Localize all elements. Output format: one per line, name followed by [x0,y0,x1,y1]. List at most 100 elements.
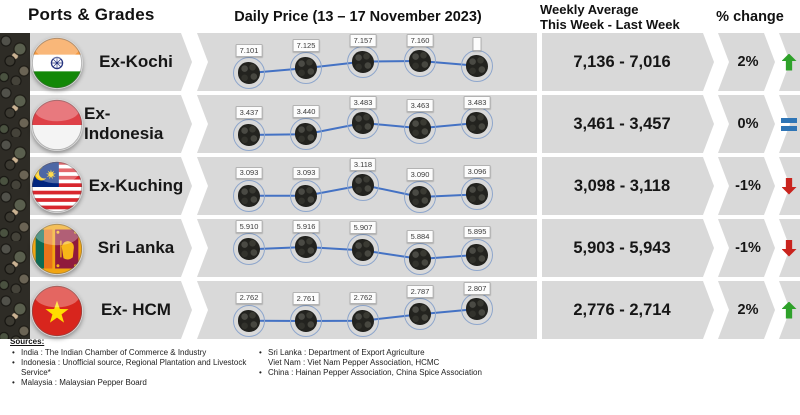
weekly-band-segment [542,157,714,215]
pct-change-value: -1% [735,240,761,256]
weekly-band-segment [542,95,714,153]
port-label: Ex-Kochi [99,52,173,71]
weekly-average-header-line1: Weekly Average [540,2,639,17]
daily-price-sparkline: 3.437 3.440 3.483 3.463 3.483 [197,95,537,153]
peppercorn-data-point [461,49,493,82]
data-label: 3.437 [235,106,263,119]
peppercorn-icon [295,310,317,332]
pct-change-header: % change [716,9,784,25]
data-label: 7.160 [406,34,434,47]
peppercorn-icon [466,183,488,206]
data-label: 2.762 [349,291,377,305]
data-label: 5.907 [349,221,377,234]
peppercorn-icon [409,50,431,72]
daily-price-sparkline: 7.101 7.125 7.157 7.160 [197,33,537,91]
sources-column-right: • Sri Lanka : Department of Export Agricu… [257,348,792,388]
weekly-average-value: 3,098 - 3,118 [573,176,671,195]
flag-indonesia-icon [31,99,83,151]
port-label: Ex-Kuching [88,176,184,195]
peppercorn-icon [295,184,317,207]
source-text: China : Hainan Pepper Association, China… [268,368,482,377]
bullet-icon [257,358,268,368]
peppercorn-icon [466,298,488,320]
peppercorn-icon [238,124,260,146]
peppercorn-icon [238,309,260,332]
peppercorn-data-point [404,181,436,213]
peppercorn-data-point [347,107,379,139]
peppercorn-photo-strip [0,33,30,339]
peppercorn-icon [352,112,374,134]
weekly-average-value: 2,776 - 2,714 [573,300,671,319]
weekly-average-value: 3,461 - 3,457 [573,114,671,133]
peppercorn-icon [352,239,374,262]
data-label: 2.807 [463,282,491,295]
data-label: 7.125 [292,39,320,52]
weekly-band-segment [542,281,714,339]
peppercorn-data-point [233,304,265,337]
peppercorn-data-point [347,45,379,78]
data-label: 2.787 [406,285,434,298]
bullet-icon: • [12,348,15,357]
port-label: Ex- HCM [101,300,171,319]
peppercorn-icon [238,238,260,261]
data-label: 3.463 [406,99,434,112]
daily-price-sparkline: 5.910 5.916 5.907 5.884 5.895 [197,219,537,277]
peppercorn-data-point [233,179,265,212]
peppercorn-data-point [461,293,493,325]
peppercorn-icon [409,186,431,208]
source-text: India : The Indian Chamber of Commerce &… [21,348,207,357]
peppercorn-icon [238,184,260,207]
source-text: Sri Lanka : Department of Export Agricul… [268,348,425,357]
trend-indicator [778,95,800,153]
price-row: Ex-Kuching 3.093 3.093 3.118 3.090 3.096 3,0… [0,157,800,215]
source-item: • Sri Lanka : Department of Export Agricu… [257,348,792,358]
port-label: Sri Lanka [97,238,175,257]
peppercorn-data-point [290,52,322,85]
peppercorn-data-point [404,45,436,77]
peppercorn-data-point [347,169,379,201]
weekly-average-header: Weekly Average This Week - Last Week [540,2,680,32]
pct-change-value: 0% [737,116,759,132]
peppercorn-data-point [404,112,436,145]
data-label: 5.916 [292,220,320,233]
data-label: 3.093 [235,166,263,180]
peppercorn-data-point [461,107,493,139]
data-label: 2.762 [235,291,263,305]
port-label: Ex-Indonesia [84,104,164,143]
daily-price-header: Daily Price (13 – 17 November 2023) [234,9,482,25]
data-label: 3.096 [463,165,491,178]
price-row: Ex-Kochi 7.101 7.125 7.157 7.160 7,136 - 7,… [0,33,800,91]
data-label: 7.157 [349,34,377,47]
source-item: Viet Nam : Viet Nam Pepper Association, … [257,358,792,368]
peppercorn-data-point [347,304,379,337]
source-text: Malaysia : Malaysian Pepper Board [21,378,147,387]
flag-srilanka-icon [31,223,83,275]
block-arrow-down-icon [781,239,797,257]
source-text: Viet Nam : Viet Nam Pepper Association, … [268,358,440,367]
peppercorn-data-point [290,231,322,263]
peppercorn-icon [238,62,260,84]
peppercorn-data-point [347,234,379,267]
peppercorn-data-point [404,298,436,331]
data-label: 3.093 [292,166,320,180]
price-row: Sri Lanka 5.910 5.916 5.907 5.884 5.895 5,90… [0,219,800,277]
block-arrow-up-icon [781,53,797,71]
trend-indicator [778,157,800,215]
sources-columns: • India : The Indian Chamber of Commerce … [10,348,792,388]
weekly-average-value: 5,903 - 5,943 [573,238,671,257]
flag-vietnam-icon [31,285,83,337]
data-label: 3.440 [292,105,320,118]
bullet-icon: • [12,378,15,387]
data-label: 5.910 [235,220,263,233]
sources-title: Sources: [10,337,45,346]
peppercorn-data-point [290,179,322,212]
peppercorn-icon [352,174,374,196]
peppercorn-icon [466,54,488,77]
daily-price-sparkline: 3.093 3.093 3.118 3.090 3.096 [197,157,537,215]
price-row: Ex- HCM 2.762 2.761 2.762 2.787 2.807 2,776 … [0,281,800,339]
peppercorn-icon [466,243,488,266]
data-label-blank [472,36,482,51]
bullet-icon: • [12,358,15,367]
peppercorn-icon [352,309,374,332]
data-label: 5.884 [406,230,434,243]
